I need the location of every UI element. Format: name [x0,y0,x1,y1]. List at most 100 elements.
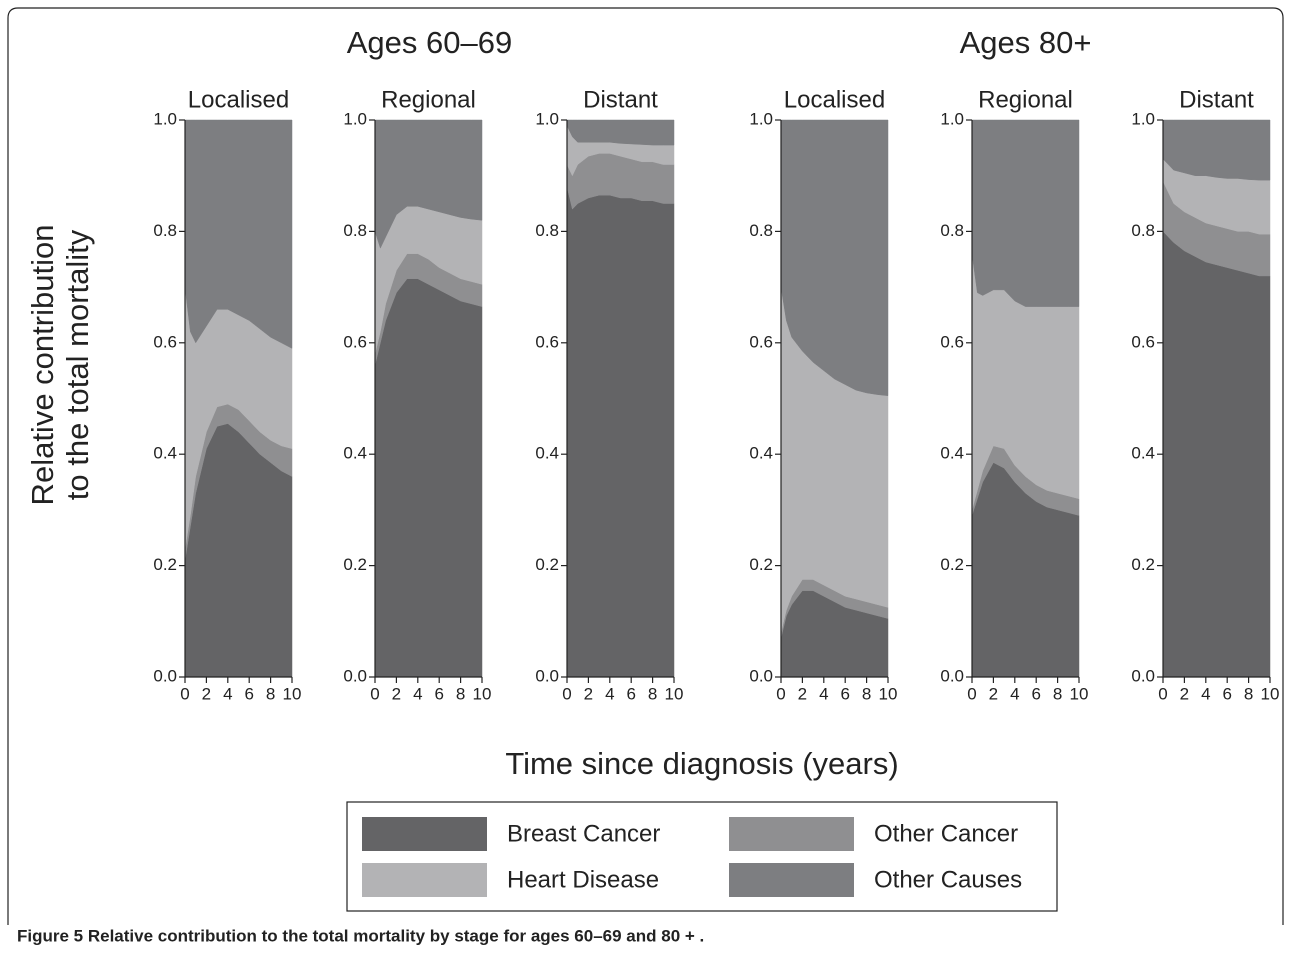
x-tick-label: 4 [413,684,422,703]
x-tick-label: 0 [776,684,785,703]
area [1162,230,1271,678]
frame [7,7,1284,925]
x-tick-label: 2 [392,684,401,703]
y-tick-label: 0.2 [1131,555,1155,574]
y-axis-label: Relative contribution to the total morta… [25,225,95,506]
y-tick-label: 0.8 [343,221,367,240]
y-tick-label: 0.8 [940,221,964,240]
x-tick-label: 2 [1180,684,1189,703]
x-tick-label: 10 [879,684,898,703]
panel-title: Localised [784,86,885,113]
y-tick-label: 0.2 [749,555,773,574]
x-tick-label: 10 [473,684,492,703]
y-tick-label: 0.6 [1131,332,1155,351]
x-tick-label: 6 [1222,684,1231,703]
y-tick-label: 0.2 [535,555,559,574]
y-tick-label: 1.0 [153,109,177,128]
legend-label: Other Causes [874,866,1022,893]
panel-title: Distant [583,86,658,113]
panel-title: Distant [1179,86,1254,113]
y-tick-label: 0.4 [749,444,773,463]
area [566,119,675,146]
area [374,278,483,678]
y-tick-label: 0.0 [940,666,964,685]
x-tick-label: 4 [1201,684,1210,703]
area [184,119,293,349]
caption: Figure 5 Relative contribution to the to… [17,926,704,945]
x-tick-label: 2 [989,684,998,703]
x-tick-label: 2 [798,684,807,703]
legend-label: Other Cancer [874,820,1018,847]
x-tick-label: 8 [648,684,657,703]
x-tick-label: 6 [1031,684,1040,703]
x-tick-label: 0 [180,684,189,703]
y-tick-label: 1.0 [343,109,367,128]
x-tick-label: 4 [223,684,232,703]
x-tick-label: 8 [1053,684,1062,703]
x-tick-label: 8 [1244,684,1253,703]
area [566,186,675,678]
y-tick-label: 0.6 [343,332,367,351]
y-tick-label: 1.0 [1131,109,1155,128]
y-tick-label: 0.6 [749,332,773,351]
x-tick-label: 4 [819,684,828,703]
x-tick-label: 6 [626,684,635,703]
y-tick-label: 0.2 [940,555,964,574]
x-tick-label: 6 [434,684,443,703]
y-tick-label: 1.0 [535,109,559,128]
legend-label: Breast Cancer [507,820,660,847]
x-tick-label: 10 [1070,684,1089,703]
legend-label: Heart Disease [507,866,659,893]
y-tick-label: 0.4 [940,444,964,463]
x-tick-label: 2 [584,684,593,703]
x-tick-label: 10 [283,684,302,703]
y-tick-label: 0.0 [1131,666,1155,685]
y-tick-label: 0.0 [153,666,177,685]
x-tick-label: 10 [1261,684,1280,703]
legend-swatch [362,863,487,897]
area [971,119,1080,307]
x-tick-label: 4 [605,684,614,703]
panel-title: Regional [978,86,1073,113]
x-tick-label: 0 [370,684,379,703]
y-tick-label: 0.6 [535,332,559,351]
panel-title: Localised [188,86,289,113]
y-tick-label: 0.6 [940,332,964,351]
y-tick-label: 0.8 [749,221,773,240]
group-title: Ages 60–69 [347,25,512,60]
area [374,119,483,249]
x-tick-label: 2 [202,684,211,703]
y-tick-label: 0.8 [153,221,177,240]
legend-swatch [362,817,487,851]
x-axis-label: Time since diagnosis (years) [505,746,898,781]
x-tick-label: 8 [862,684,871,703]
y-tick-label: 0.0 [343,666,367,685]
x-tick-label: 10 [665,684,684,703]
area [1162,119,1271,181]
y-tick-label: 0.0 [535,666,559,685]
y-tick-label: 0.4 [343,444,367,463]
y-label-line: to the total mortality [60,229,95,500]
y-tick-label: 0.4 [153,444,177,463]
x-tick-label: 0 [967,684,976,703]
y-tick-label: 1.0 [940,109,964,128]
y-tick-label: 0.8 [535,221,559,240]
x-tick-label: 6 [244,684,253,703]
legend-swatch [729,817,854,851]
x-tick-label: 8 [456,684,465,703]
y-tick-label: 0.4 [1131,444,1155,463]
y-label-line: Relative contribution [25,225,60,506]
group-title: Ages 80+ [960,25,1092,60]
area [780,119,889,396]
y-tick-label: 0.8 [1131,221,1155,240]
x-tick-label: 6 [840,684,849,703]
panel-title: Regional [381,86,476,113]
y-tick-label: 0.2 [153,555,177,574]
x-tick-label: 0 [1158,684,1167,703]
legend-swatch [729,863,854,897]
x-tick-label: 4 [1010,684,1019,703]
y-tick-label: 0.4 [535,444,559,463]
y-tick-label: 0.6 [153,332,177,351]
x-tick-label: 8 [266,684,275,703]
